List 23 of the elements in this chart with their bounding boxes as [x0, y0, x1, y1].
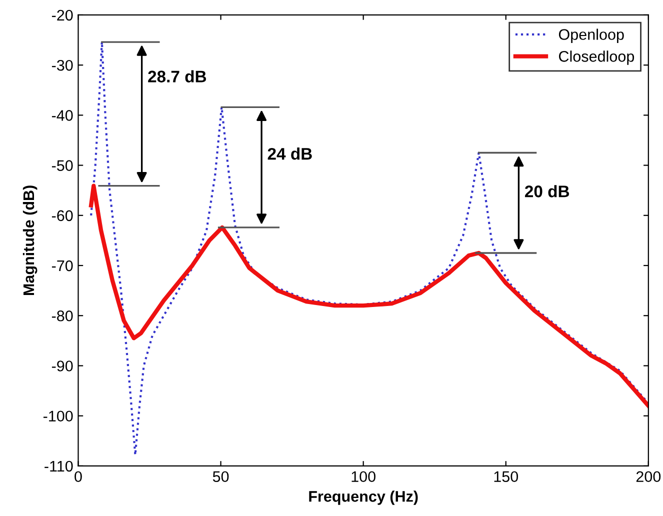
y-tick-label: -50: [52, 160, 73, 171]
legend-label: Closedloop: [559, 50, 634, 65]
annotation: 20 dB: [524, 185, 570, 198]
x-tick-label: 200: [636, 471, 661, 482]
y-tick-label: -80: [52, 310, 73, 322]
legend-label: Openloop: [558, 28, 624, 43]
y-tick-label: -90: [52, 360, 73, 372]
y-tick-label: -60: [52, 210, 73, 222]
x-tick-label: 150: [494, 471, 518, 482]
x-axis-title: Frequency (Hz): [309, 490, 418, 505]
y-tick-label: -30: [52, 60, 73, 71]
y-tick-label: -70: [52, 260, 73, 272]
annotation: 28.7 dB: [148, 70, 206, 82]
y-axis-title: Magnitude (dB): [22, 186, 38, 296]
y-tick-label: -110: [44, 460, 73, 472]
x-tick-label: 100: [352, 471, 376, 482]
y-tick-label: -20: [52, 10, 73, 21]
x-tick-label: 0: [74, 471, 82, 482]
y-tick-label: -40: [52, 110, 73, 121]
y-tick-label: -100: [43, 410, 73, 422]
line-series: [88, 184, 648, 408]
x-tick-label: 50: [212, 471, 229, 482]
annotation: 24 dB: [268, 148, 312, 160]
